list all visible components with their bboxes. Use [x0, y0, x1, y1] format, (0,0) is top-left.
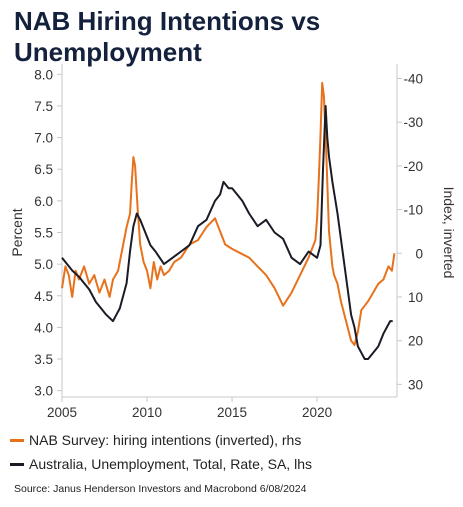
y-axis-label: Percent — [9, 208, 25, 256]
y2-tick-label: 30 — [408, 377, 423, 392]
legend-swatch-hiring — [10, 438, 24, 442]
y-tick-label: 7.0 — [34, 131, 53, 146]
y2-axis-label: Index, inverted — [441, 187, 457, 279]
legend-swatch-unemployment — [10, 462, 24, 466]
y-tick-label: 6.5 — [34, 162, 53, 177]
legend-item-unemployment: Australia, Unemployment, Total, Rate, SA… — [10, 452, 460, 476]
y-tick-label: 5.0 — [34, 257, 53, 272]
y2-tick-label: 10 — [408, 290, 423, 305]
y2-tick-label: 0 — [415, 246, 423, 261]
tick-labels: 3.03.54.04.55.05.56.06.57.07.58.03020100… — [34, 67, 423, 420]
series-layer — [61, 81, 396, 360]
y-tick-label: 4.5 — [34, 289, 53, 304]
y2-tick-label: -40 — [403, 71, 423, 86]
source-note: Source: Janus Henderson Investors and Ma… — [14, 483, 307, 495]
y2-tick-label: 20 — [408, 334, 423, 349]
y-tick-label: 3.5 — [34, 352, 53, 367]
y-tick-label: 5.5 — [34, 226, 53, 241]
legend-label-unemployment: Australia, Unemployment, Total, Rate, SA… — [29, 456, 312, 472]
chart-title: NAB Hiring Intentions vs Unemployment — [14, 6, 321, 67]
axes — [57, 64, 402, 402]
legend: NAB Survey: hiring intentions (inverted)… — [10, 428, 460, 476]
y-tick-label: 3.0 — [34, 384, 53, 399]
hiring-intentions-line — [61, 81, 396, 346]
y2-tick-label: -10 — [403, 203, 423, 218]
x-tick-label: 2020 — [302, 405, 332, 420]
y-tick-label: 6.0 — [34, 194, 53, 209]
y2-tick-label: -20 — [403, 159, 423, 174]
legend-item-hiring: NAB Survey: hiring intentions (inverted)… — [10, 428, 460, 452]
y-tick-label: 4.0 — [34, 320, 53, 335]
x-tick-label: 2015 — [217, 405, 247, 420]
unemployment-line — [61, 105, 393, 360]
legend-label-hiring: NAB Survey: hiring intentions (inverted)… — [29, 432, 302, 448]
chart: 3.03.54.04.55.05.56.06.57.07.58.03020100… — [9, 64, 457, 420]
x-tick-label: 2005 — [47, 405, 77, 420]
x-tick-label: 2010 — [132, 405, 162, 420]
y-tick-label: 8.0 — [34, 67, 53, 82]
y2-tick-label: -30 — [403, 115, 423, 130]
y-tick-label: 7.5 — [34, 99, 53, 114]
